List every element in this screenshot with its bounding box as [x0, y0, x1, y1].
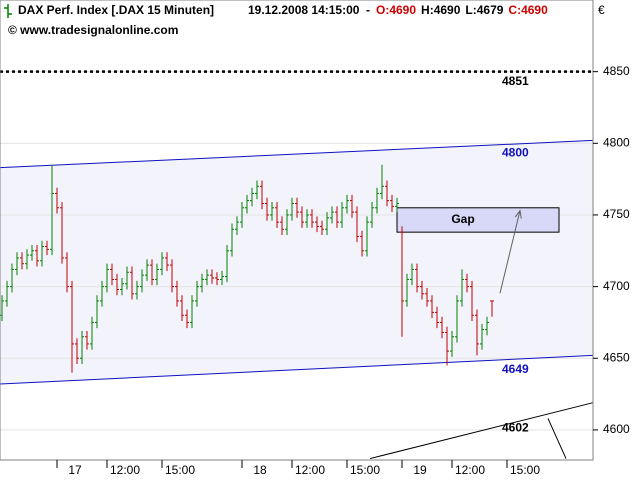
x-tick-label: 12:00: [110, 463, 140, 477]
y-tick-label: 4800: [603, 135, 630, 149]
currency: €: [598, 3, 605, 17]
line-label: 4800: [502, 146, 529, 160]
plot-frame: [0, 0, 594, 461]
x-tick-label: 12:00: [455, 463, 485, 477]
title: DAX Perf. Index [.DAX 15 Minuten]: [18, 3, 214, 17]
x-tick-label: 15:00: [510, 463, 540, 477]
trend-line: [0, 354, 594, 385]
copyright: © www.tradesignalonline.com: [8, 23, 178, 37]
trend-line: [0, 139, 594, 169]
line-label: 4602: [502, 421, 529, 435]
header: DAX Perf. Index [.DAX 15 Minuten] 19.12.…: [4, 3, 605, 37]
x-tick-label: 15:00: [350, 463, 380, 477]
x-tick-label: 15:00: [165, 463, 195, 477]
channel-fill: [0, 140, 593, 385]
y-tick-label: 4850: [603, 64, 630, 78]
quote: L:4679: [465, 3, 503, 17]
icon: [4, 4, 12, 18]
x-tick-label: 19: [413, 463, 427, 477]
trend-line: [547, 418, 567, 459]
x-tick-label: 18: [253, 463, 267, 477]
trend-line: [369, 402, 594, 460]
timestamp: 19.12.2008 14:15:00: [248, 3, 360, 17]
arrow-head: [514, 209, 522, 219]
quote: H:4690: [421, 3, 461, 17]
line-label: 4851: [502, 74, 529, 88]
y-tick-label: 4750: [603, 207, 630, 221]
y-tick-label: 4700: [603, 279, 630, 293]
x-tick-label: 17: [68, 463, 82, 477]
quote: C:4690: [508, 3, 548, 17]
arrow: [499, 210, 521, 294]
x-tick-label: 12:00: [295, 463, 325, 477]
gap-box: [396, 207, 560, 233]
quote: O:4690: [376, 3, 416, 17]
line-label: 4649: [502, 362, 529, 376]
y-tick-label: 4650: [603, 350, 630, 364]
plot-area: 4800 4649 4851 4602 Gap: [0, 70, 594, 460]
y-tick-label: 4600: [603, 422, 630, 436]
gap-label: Gap: [451, 212, 474, 226]
separator: -: [366, 3, 370, 17]
